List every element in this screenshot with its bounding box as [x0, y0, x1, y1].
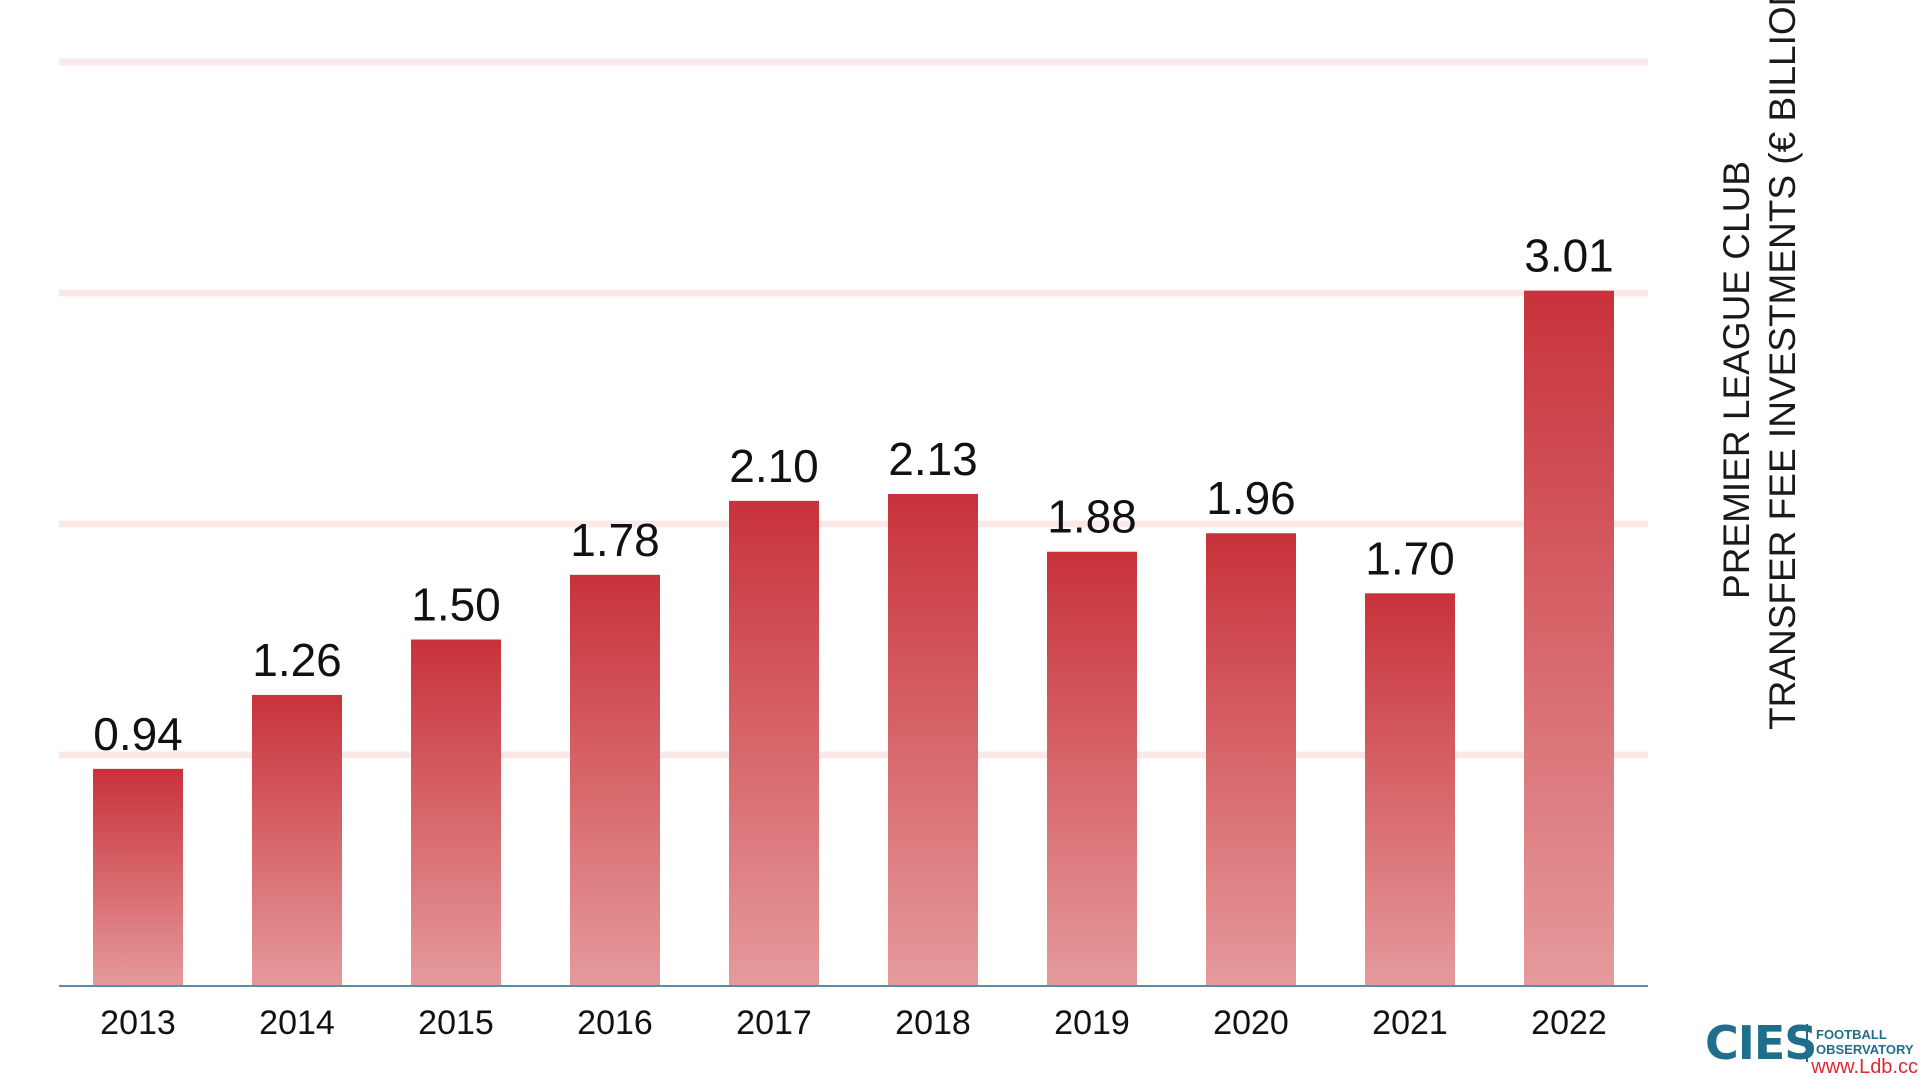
x-tick-2021: 2021: [1372, 1004, 1448, 1042]
bar-2019: [1047, 551, 1137, 986]
data-label-2017: 2.10: [729, 440, 819, 492]
x-tick-2018: 2018: [895, 1004, 971, 1042]
bars: [93, 290, 1614, 986]
x-tick-2014: 2014: [259, 1004, 335, 1042]
data-label-2020: 1.96: [1206, 472, 1296, 524]
data-label-2022: 3.01: [1524, 230, 1614, 282]
cies-logo: CIES FOOTBALL OBSERVATORY: [1705, 1018, 1915, 1068]
x-tick-2013: 2013: [100, 1004, 176, 1042]
bar-2020: [1206, 533, 1296, 986]
chart-title-line-2: TRANSFER FEE INVESTMENTS (€ BILLION): [1762, 0, 1803, 730]
x-tick-2017: 2017: [736, 1004, 812, 1042]
bar-2021: [1365, 593, 1455, 986]
logo-subtitle: FOOTBALL OBSERVATORY: [1816, 1027, 1914, 1057]
bar-2017: [729, 500, 819, 986]
data-labels: 0.94 1.26 1.50 1.78 2.10 2.13 1.88 1.96 1.70 3.01: [93, 230, 1614, 760]
bar-2015: [411, 639, 501, 986]
x-tick-2020: 2020: [1213, 1004, 1289, 1042]
data-label-2014: 1.26: [252, 634, 342, 686]
bar-2016: [570, 574, 660, 986]
logo-divider: [1806, 1024, 1808, 1062]
data-label-2013: 0.94: [93, 708, 183, 760]
watermark: www.Ldb.cc: [1811, 1056, 1918, 1078]
data-label-2021: 1.70: [1365, 532, 1455, 584]
bar-2022: [1524, 290, 1614, 986]
logo-subtitle-line-2: OBSERVATORY: [1816, 1042, 1914, 1057]
x-tick-2015: 2015: [418, 1004, 494, 1042]
x-tick-2019: 2019: [1054, 1004, 1130, 1042]
bar-2013: [93, 768, 183, 986]
data-label-2015: 1.50: [411, 579, 501, 631]
logo-text: CIES: [1705, 1016, 1817, 1070]
bar-2014: [252, 694, 342, 986]
data-label-2019: 1.88: [1047, 491, 1137, 543]
x-tick-2016: 2016: [577, 1004, 653, 1042]
bar-2018: [888, 493, 978, 986]
x-tick-2022: 2022: [1531, 1004, 1607, 1042]
x-tick-labels: 2013 2014 2015 2016 2017 2018 2019 2020 2021 2022: [100, 1004, 1607, 1042]
data-label-2016: 1.78: [570, 514, 660, 566]
logo-subtitle-line-1: FOOTBALL: [1816, 1027, 1887, 1042]
chart-title-line-1: PREMIER LEAGUE CLUB: [1716, 161, 1757, 599]
data-label-2018: 2.13: [888, 433, 978, 485]
chart-title: PREMIER LEAGUE CLUB TRANSFER FEE INVESTM…: [1714, 0, 1806, 730]
